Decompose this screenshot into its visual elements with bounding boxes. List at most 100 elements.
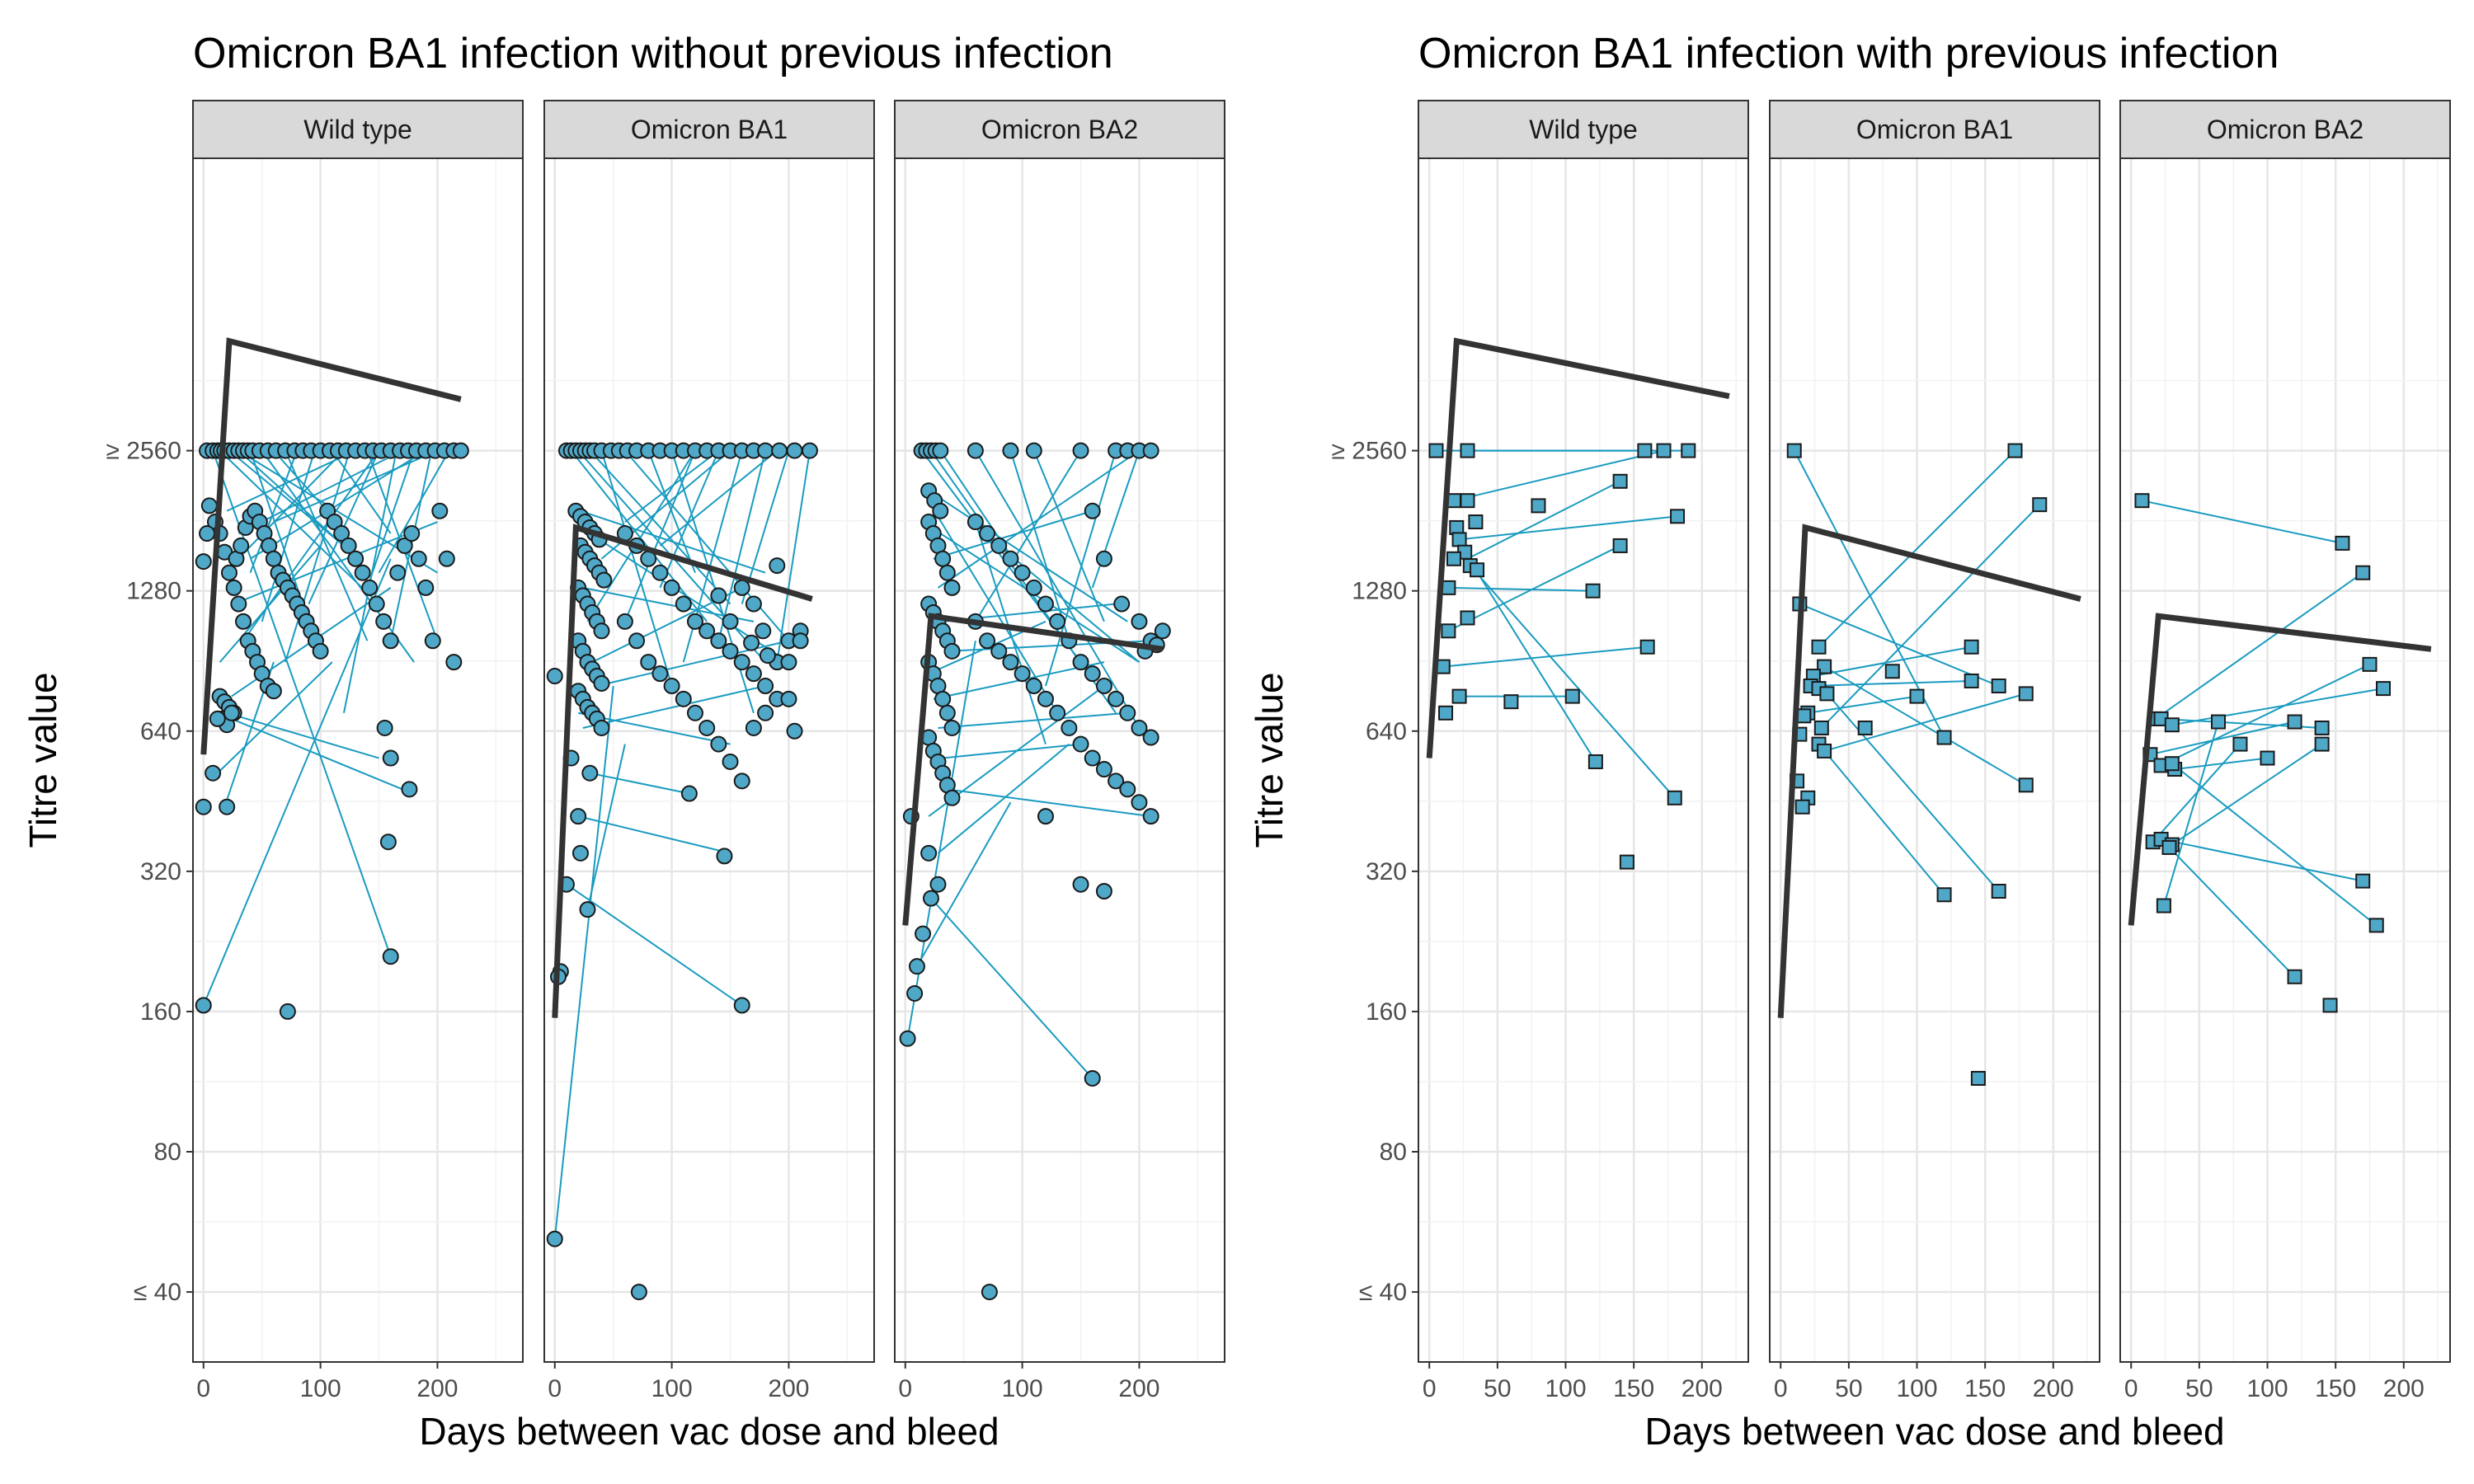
data-point xyxy=(1470,562,1485,578)
data-point xyxy=(1991,884,2006,899)
panel-border xyxy=(543,157,875,1363)
series-connector-line xyxy=(2161,663,2370,767)
series-connector-line xyxy=(647,450,696,574)
data-point xyxy=(1037,690,1054,707)
data-point xyxy=(593,674,610,692)
data-point xyxy=(195,997,212,1014)
chart-2: Omicron BA1 infection with previous infe… xyxy=(1248,30,2451,1453)
data-point xyxy=(733,997,750,1014)
data-point xyxy=(710,587,727,604)
x-tick-label: 100 xyxy=(2246,1375,2288,1402)
data-point xyxy=(375,613,393,630)
x-tick-label: 0 xyxy=(196,1375,210,1402)
series-connector-line xyxy=(2171,688,2384,726)
data-point xyxy=(943,579,961,596)
data-point xyxy=(757,678,774,695)
series-connector-line xyxy=(624,449,790,641)
series-connector-line xyxy=(943,743,1081,759)
data-point xyxy=(786,442,803,459)
x-tick-label: 0 xyxy=(1423,1375,1437,1402)
data-point xyxy=(361,579,379,596)
y-tick-label: 80 xyxy=(1380,1139,1407,1166)
y-tick-label: ≤ 40 xyxy=(134,1279,181,1306)
chart-title: Omicron BA1 infection with previous infe… xyxy=(1418,30,2279,77)
panel-background xyxy=(1418,158,1748,1362)
panel-background xyxy=(544,158,874,1362)
data-point xyxy=(347,550,365,567)
panel-strip-label: Omicron BA1 xyxy=(631,115,788,144)
data-point xyxy=(1441,623,1456,639)
data-point xyxy=(628,632,646,650)
data-point xyxy=(733,773,750,790)
data-point xyxy=(1964,639,1979,655)
panel-3: Omicron BA2 0 100 200 xyxy=(894,100,1225,1402)
series-connector-line xyxy=(1799,603,2000,687)
data-point xyxy=(195,798,212,815)
series-connector-line xyxy=(2142,500,2343,544)
series-connector-line xyxy=(1447,545,1621,632)
series-connector-line xyxy=(577,815,731,854)
data-point xyxy=(1084,749,1101,767)
x-tick-label: 50 xyxy=(1835,1375,1862,1402)
data-point xyxy=(1131,794,1148,811)
data-point xyxy=(938,704,956,721)
data-point xyxy=(445,654,463,671)
series-connector-line xyxy=(974,521,1047,744)
data-point xyxy=(199,525,216,542)
series-connector-line xyxy=(1818,743,1945,895)
data-point xyxy=(743,634,760,651)
data-point xyxy=(571,844,589,862)
panel-strip xyxy=(894,100,1225,159)
data-point xyxy=(1025,678,1042,695)
series-connector-line xyxy=(217,661,333,774)
series-connector-line xyxy=(1032,450,1105,622)
data-point xyxy=(1119,704,1136,721)
data-point xyxy=(593,622,610,640)
data-point xyxy=(722,613,739,630)
data-point xyxy=(195,553,212,571)
data-point xyxy=(1084,502,1101,519)
data-point xyxy=(1970,1070,1986,1086)
data-point xyxy=(675,595,692,613)
data-point xyxy=(932,502,949,519)
data-point xyxy=(1131,613,1148,630)
data-point xyxy=(630,1284,647,1301)
data-point xyxy=(922,890,939,907)
series-connector-line xyxy=(624,449,719,523)
data-point xyxy=(722,642,739,660)
data-point xyxy=(929,876,947,893)
data-point xyxy=(1025,579,1042,596)
data-point xyxy=(1639,639,1655,655)
data-point xyxy=(2164,717,2180,733)
data-point xyxy=(1142,808,1159,825)
panel-background xyxy=(895,158,1225,1362)
data-point xyxy=(2164,756,2180,772)
series-connector-line xyxy=(378,450,450,574)
series-connector-line xyxy=(659,449,778,547)
data-point xyxy=(1786,443,1802,458)
series-connector-line xyxy=(717,450,767,641)
data-point xyxy=(938,564,956,581)
panel-strip-label: Omicron BA2 xyxy=(2207,115,2363,144)
data-point xyxy=(780,654,797,671)
y-tick-label: 320 xyxy=(1366,858,1407,885)
data-point xyxy=(2355,565,2371,580)
data-point xyxy=(792,632,809,650)
y-tick-label: 160 xyxy=(1366,998,1407,1026)
series-connector-line xyxy=(1823,665,2027,787)
data-point xyxy=(675,690,692,707)
data-point xyxy=(382,948,399,965)
data-point xyxy=(745,665,762,683)
data-point xyxy=(2156,898,2171,913)
data-point xyxy=(1014,564,1031,581)
panel-strip xyxy=(2119,100,2451,159)
data-point xyxy=(1794,799,1810,815)
data-point xyxy=(1002,442,1019,459)
panel-2: Omicron BA1 0 100 200 xyxy=(543,100,875,1402)
series-connector-line xyxy=(1453,449,1664,502)
data-point xyxy=(745,595,762,613)
fit-trend-line xyxy=(902,613,1164,926)
data-point xyxy=(1095,678,1112,695)
x-tick-label: 100 xyxy=(1002,1375,1043,1402)
panel-1: Wild type 0 50 100 150 200 xyxy=(1418,100,1749,1402)
